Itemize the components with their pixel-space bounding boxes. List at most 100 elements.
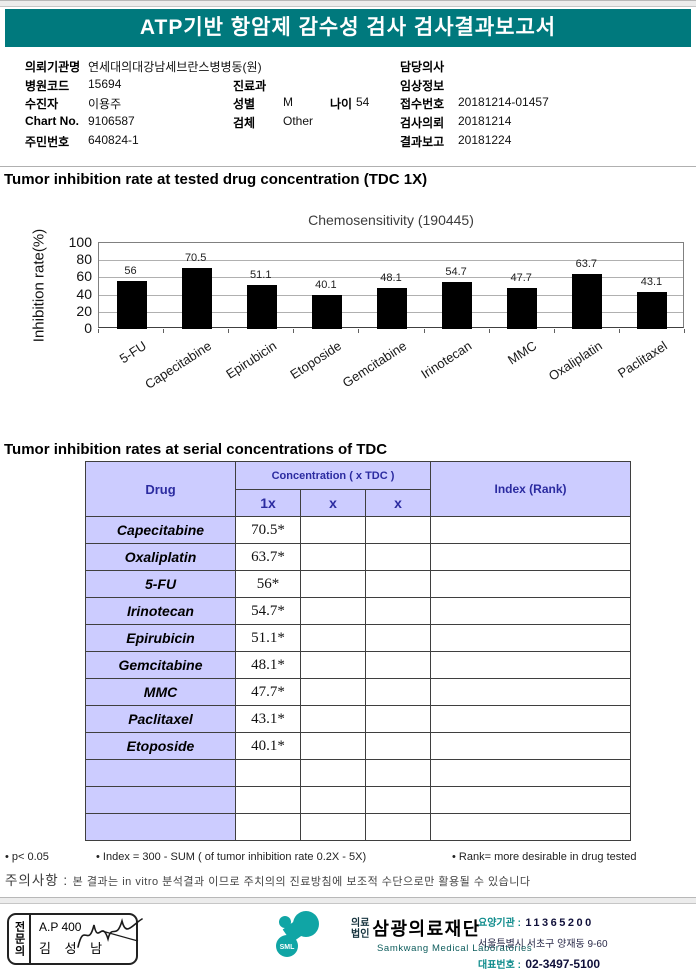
index-cell — [430, 705, 631, 733]
bar-value-label: 63.7 — [575, 258, 598, 271]
index-cell — [430, 570, 631, 598]
value-x3-cell — [365, 597, 431, 625]
signature-icon — [77, 917, 143, 948]
value-1x-cell: 51.1* — [235, 624, 301, 652]
y-tick-label: 40 — [76, 285, 92, 302]
y-tick-label: 20 — [76, 302, 92, 319]
index-cell — [430, 651, 631, 679]
table-row: Etoposide 40.1* — [85, 732, 631, 760]
footnote-item: • Rank= more desirable in drug tested — [452, 851, 637, 863]
y-tick-label: 80 — [76, 251, 92, 268]
chemosensitivity-chart: Chemosensitivity (190445) Inhibition rat… — [0, 205, 696, 437]
tel-number: 02-3497-5100 — [525, 957, 601, 971]
bar-value-label: 47.7 — [510, 271, 532, 284]
bar-value-label: 51.1 — [250, 269, 272, 282]
specimen-label: 검체 — [233, 116, 256, 130]
drug-name-cell: Gemcitabine — [85, 651, 236, 679]
value-x2-cell — [300, 732, 366, 760]
resident-label: 주민번호 — [25, 135, 70, 149]
sml-logo-text: SML — [280, 944, 296, 951]
chart-no-value: 9106587 — [88, 114, 135, 128]
value-x3-cell — [365, 570, 431, 598]
x-category-label: Paclitaxel — [614, 338, 670, 381]
lab-brand: 의료 법인 삼광의료재단 Samkwang Medical Laboratori… — [351, 915, 532, 954]
bar-Capecitabine — [181, 268, 212, 329]
value-1x-cell: 63.7* — [235, 543, 301, 571]
value-x3-cell — [365, 786, 431, 814]
bar-Epirubicin — [246, 285, 277, 329]
lab-contact-info: 요양기관 : 11365200 서울특별시 서초구 양재동 9-60 대표번호 … — [478, 913, 693, 976]
index-cell — [430, 786, 631, 814]
x-tick-mark — [293, 329, 295, 333]
age-value: 54 — [356, 95, 370, 109]
value-1x-cell: 70.5* — [235, 516, 301, 544]
value-1x-cell: 56* — [235, 570, 301, 598]
chart-title: Chemosensitivity (190445) — [308, 212, 474, 228]
value-1x-cell: 48.1* — [235, 651, 301, 679]
age-label: 나이 — [330, 97, 353, 111]
x-tick-mark — [553, 329, 555, 333]
sex-label: 성별 — [233, 97, 256, 111]
bar-Etoposide — [311, 294, 342, 329]
x-tick-mark — [228, 329, 230, 333]
y-tick-label: 0 — [84, 320, 92, 336]
table-row: Irinotecan 54.7* — [85, 597, 631, 625]
bar-value-label: 54.7 — [445, 265, 467, 278]
value-x2-cell — [300, 516, 366, 544]
clinical-label: 임상정보 — [400, 79, 445, 93]
drug-name-cell: Etoposide — [85, 732, 236, 760]
drug-name-cell — [85, 759, 236, 787]
value-x3-cell — [365, 678, 431, 706]
bar-Paclitaxel — [637, 291, 668, 329]
value-x3-cell — [365, 813, 431, 841]
value-x2-cell — [300, 570, 366, 598]
drug-name-cell: Paclitaxel — [85, 705, 236, 733]
sex-value: M — [283, 95, 293, 109]
index-cell — [430, 543, 631, 571]
lab-address: 서울특별시 서초구 양재동 9-60 — [478, 939, 608, 950]
x-tick-mark — [684, 329, 685, 333]
table-row — [85, 786, 631, 814]
drug-name-cell: Capecitabine — [85, 516, 236, 544]
col-header-drug: Drug — [85, 461, 236, 517]
drug-name-cell: Irinotecan — [85, 597, 236, 625]
chart-no-label: Chart No. — [25, 114, 79, 128]
chart-plot-area — [98, 242, 684, 329]
x-tick-mark — [488, 329, 490, 333]
patient-label: 수진자 — [25, 97, 59, 111]
x-category-label: Oxaliplatin — [545, 338, 605, 384]
specimen-value: Other — [283, 114, 314, 128]
report-date-label: 결과보고 — [400, 135, 445, 149]
value-1x-cell: 40.1* — [235, 732, 301, 760]
value-x2-cell — [300, 543, 366, 571]
stamp-code: A.P 400 — [39, 920, 82, 934]
index-cell — [430, 759, 631, 787]
doctor-label: 담당의사 — [400, 60, 445, 74]
value-1x-cell: 47.7* — [235, 678, 301, 706]
dept-label: 진료과 — [233, 79, 267, 93]
caution-line: 주의사항 : 본 결과는 in vitro 분석결과 이므로 주치의의 진료방침… — [5, 869, 530, 890]
drug-name-cell: 5-FU — [85, 570, 236, 598]
caution-label: 주의사항 : — [5, 873, 69, 888]
request-label: 검사의뢰 — [400, 116, 445, 130]
stamp-name: 김 성 남 — [39, 941, 108, 956]
col-header-concentration: Concentration ( x TDC ) — [235, 461, 431, 490]
x-category-label: 5-FU — [116, 338, 149, 367]
gridline — [99, 260, 683, 262]
bar-value-label: 70.5 — [184, 252, 207, 265]
x-tick-mark — [98, 329, 99, 333]
value-1x-cell — [235, 813, 301, 841]
table-row: MMC 47.7* — [85, 678, 631, 706]
value-x2-cell — [300, 624, 366, 652]
top-strip — [0, 0, 696, 7]
value-x2-cell — [300, 759, 366, 787]
y-tick-label: 100 — [68, 234, 92, 250]
care-org-number: 11365200 — [525, 917, 594, 929]
table-row: Capecitabine 70.5* — [85, 516, 631, 544]
patient-name: 이용주 — [88, 97, 122, 111]
index-cell — [430, 732, 631, 760]
receipt-value: 20181214-01457 — [458, 95, 549, 109]
value-1x-cell — [235, 759, 301, 787]
bar-Oxaliplatin — [572, 274, 603, 329]
